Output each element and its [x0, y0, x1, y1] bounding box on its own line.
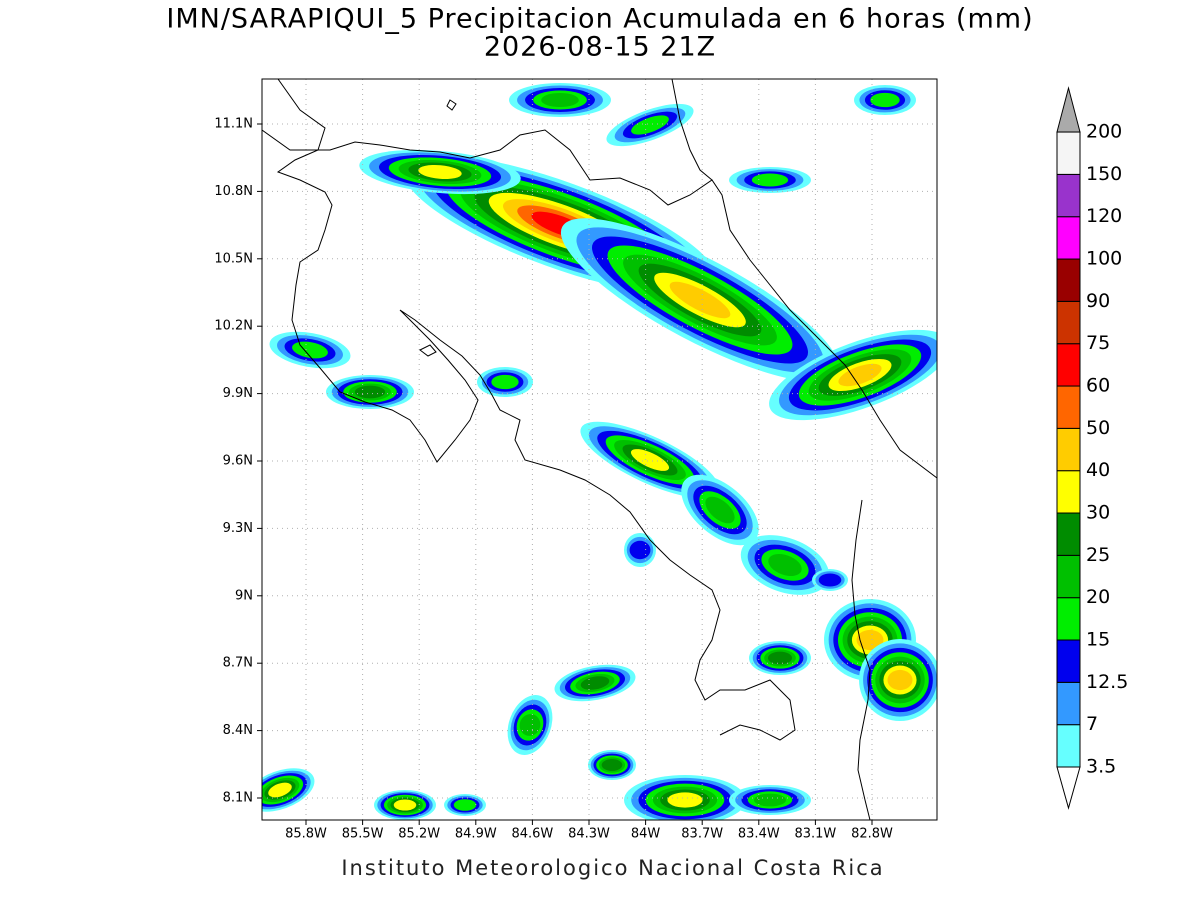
lat-label: 8.7N: [223, 656, 253, 671]
colorbar-over: [1056, 86, 1081, 133]
colorbar-label: 120: [1086, 205, 1122, 227]
lon-label: 84.6W: [511, 827, 553, 842]
colorbar-segment: [1056, 639, 1081, 683]
lat-label: 10.5N: [214, 251, 253, 266]
colorbar-label: 20: [1086, 586, 1110, 608]
precip-contour: [887, 669, 913, 691]
precip-contour: [667, 792, 703, 808]
precip-contour: [751, 173, 789, 187]
colorbar-segment: [1056, 470, 1081, 514]
footer: Instituto Meteorologico Nacional Costa R…: [341, 856, 884, 880]
precip-contour: [838, 363, 882, 387]
map-subtitle: 2026-08-15 21Z: [484, 32, 716, 63]
map-title: IMN/SARAPIQUI_5 Precipitacion Acumulada …: [166, 4, 1033, 35]
lat-label: 10.8N: [214, 184, 253, 199]
precip-contour: [630, 449, 670, 471]
precip-contour: [393, 799, 417, 811]
precip-contour: [870, 92, 900, 108]
colorbar-label: 40: [1086, 459, 1110, 481]
coastlines: [262, 79, 937, 820]
precip-contour: [541, 93, 579, 107]
lat-label: 9.3N: [223, 521, 253, 536]
colorbar-segment: [1056, 258, 1081, 302]
lat-label: 8.1N: [223, 791, 253, 806]
colorbar-segment: [1056, 597, 1081, 641]
colorbar-label: 30: [1086, 502, 1110, 524]
colorbar-segment: [1056, 385, 1081, 429]
precip-contour: [767, 651, 793, 665]
border-east: [851, 499, 871, 820]
precip-contour: [418, 164, 462, 180]
precip-contour: [629, 540, 651, 560]
colorbar-segment: [1056, 216, 1081, 260]
colorbar-segment: [1056, 173, 1081, 218]
precip-contour: [768, 553, 802, 577]
lon-label: 83.7W: [681, 827, 723, 842]
colorbar-label: 100: [1086, 248, 1122, 270]
colorbar-label: 3.5: [1086, 756, 1116, 778]
colorbar-label: 25: [1086, 544, 1110, 566]
lat-label: 8.4N: [223, 723, 253, 738]
lat-label: 10.2N: [214, 319, 253, 334]
lon-label: 84.3W: [568, 827, 610, 842]
colorbar-label: 150: [1086, 163, 1122, 185]
colorbar-segment: [1056, 343, 1081, 387]
colorbar-label: 12.5: [1086, 671, 1128, 693]
colorbar-label: 75: [1086, 332, 1110, 354]
precip-contour: [669, 281, 731, 319]
precip-contour: [268, 782, 292, 798]
lon-label: 83.4W: [738, 827, 780, 842]
lon-label: 83.1W: [794, 827, 836, 842]
precip-contour: [580, 676, 610, 690]
axis-labels: 11.1N 10.8N 10.5N 10.2N 9.9N 9.6N 9.3N 9N 8.7N 8.…: [214, 117, 893, 842]
colorbar-label: 15: [1086, 629, 1110, 651]
colorbar-segment: [1056, 512, 1081, 556]
precip-contour: [754, 793, 786, 807]
colorbar-segment: [1056, 724, 1081, 768]
lake: [419, 99, 457, 357]
lat-label: 9.9N: [223, 386, 253, 401]
colorbar-segment: [1056, 131, 1081, 175]
precip-contour: [491, 374, 519, 390]
lon-label: 84.9W: [455, 827, 497, 842]
precip-contour: [818, 573, 842, 587]
colorbar-label: 90: [1086, 290, 1110, 312]
lon-label: 85.2W: [398, 827, 440, 842]
precipitation-field: [262, 83, 937, 820]
lon-label: 82.8W: [851, 827, 893, 842]
lat-label: 9N: [235, 588, 253, 603]
colorbar-segment: [1056, 554, 1081, 599]
colorbar-segment: [1056, 427, 1081, 472]
colorbar-segment: [1056, 300, 1081, 345]
precip-contour: [601, 759, 623, 771]
colorbar-label: 50: [1086, 417, 1110, 439]
colorbar-label: 60: [1086, 375, 1110, 397]
lon-label: 84W: [631, 827, 661, 842]
precip-contour: [856, 629, 884, 651]
lat-label: 9.6N: [223, 454, 253, 469]
colorbar-under: [1056, 766, 1081, 810]
colorbar-label: 7: [1086, 713, 1098, 735]
graticule: [262, 79, 937, 820]
precip-contour: [519, 714, 541, 736]
map-frame: [261, 78, 938, 821]
precip-contour: [453, 799, 477, 811]
lon-label: 85.8W: [285, 827, 327, 842]
precip-contour: [705, 496, 735, 524]
lat-label: 11.1N: [214, 117, 253, 132]
lon-label: 85.5W: [342, 827, 384, 842]
nicaragua-border: [671, 79, 713, 181]
border-north: [262, 129, 937, 479]
coastline: [276, 79, 796, 741]
precip-contour: [354, 385, 386, 399]
precip-contour: [631, 115, 669, 135]
colorbar-segment: [1056, 681, 1081, 726]
colorbar-label: 200: [1086, 121, 1122, 143]
colorbar: 3.5 7 12.5 15 20 25 30 40 50 60 75 90 100 120 150 200: [1056, 86, 1128, 810]
